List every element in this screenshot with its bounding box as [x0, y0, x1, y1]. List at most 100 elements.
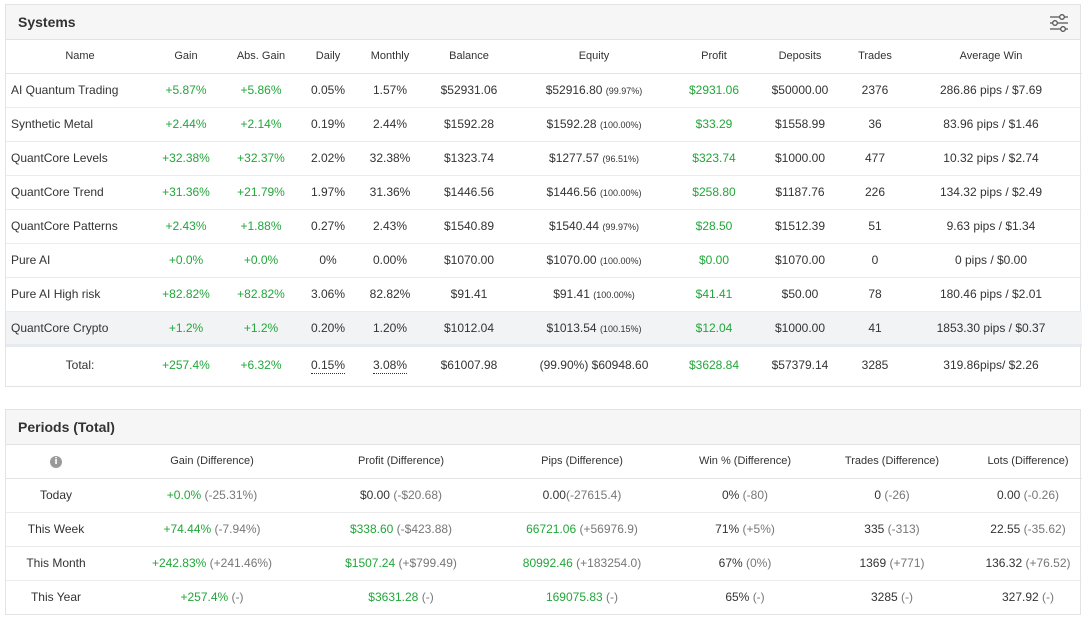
col-header[interactable]: Trades: [850, 40, 900, 74]
systems-total-row: Total: +257.4% +6.32% 0.15% 3.08% $61007…: [6, 343, 1082, 383]
system-name[interactable]: QuantCore Patterns: [6, 209, 154, 244]
balance-cell: $91.41: [428, 277, 510, 312]
avg-win-cell: 83.96 pips / $1.46: [900, 107, 1082, 142]
equity-cell: $1070.00 (100.00%): [510, 243, 678, 278]
total-trades: 3285: [850, 343, 900, 383]
system-name[interactable]: QuantCore Trend: [6, 175, 154, 210]
period-pips-cell: 66721.06 (+56976.9): [484, 512, 680, 547]
period-lots-value: 327.92: [1001, 590, 1039, 605]
period-pips-difference: (-27615.4): [565, 488, 622, 502]
systems-header: Systems: [6, 5, 1080, 40]
sliders-icon[interactable]: [1048, 12, 1070, 34]
deposits-cell: $1000.00: [750, 141, 850, 176]
profit-cell: $28.50: [678, 209, 750, 244]
daily-cell: 0.05%: [304, 73, 352, 108]
period-pips-difference: (+56976.9): [579, 522, 638, 536]
col-header[interactable]: Average Win: [900, 40, 1082, 74]
col-header: Gain (Difference): [106, 445, 318, 479]
gain-cell: +5.87%: [154, 73, 218, 108]
equity-percent: (99.97%): [602, 222, 639, 232]
balance-cell: $1012.04: [428, 311, 510, 346]
profit-cell: $41.41: [678, 277, 750, 312]
table-row[interactable]: QuantCore Trend +31.36% +21.79% 1.97% 31.36%…: [6, 175, 1082, 210]
info-cell: i: [6, 445, 106, 479]
period-pips-difference: (-): [606, 590, 619, 605]
deposits-cell: $50.00: [750, 277, 850, 312]
equity-cell: $1013.54 (100.15%): [510, 311, 678, 346]
table-row[interactable]: QuantCore Patterns +2.43% +1.88% 0.27% 2.43%…: [6, 209, 1082, 244]
period-profit-difference: (+$799.49): [398, 556, 457, 570]
col-header[interactable]: Abs. Gain: [218, 40, 304, 74]
table-row[interactable]: QuantCore Levels +32.38% +32.37% 2.02% 32.38…: [6, 141, 1082, 176]
col-header: Pips (Difference): [484, 445, 680, 479]
system-name[interactable]: AI Quantum Trading: [6, 73, 154, 108]
col-header: Profit (Difference): [318, 445, 484, 479]
period-trades-cell: 1369 (+771): [810, 546, 974, 581]
table-row[interactable]: Pure AI +0.0% +0.0% 0% 0.00% $1070.00 $1070.00…: [6, 243, 1082, 278]
period-profit-value: $1507.24: [345, 556, 396, 570]
period-lots-value: 136.32: [985, 556, 1023, 570]
table-row[interactable]: AI Quantum Trading +5.87% +5.86% 0.05% 1.57%…: [6, 73, 1082, 108]
period-profit-value: $3631.28: [368, 590, 419, 605]
trades-cell: 2376: [850, 73, 900, 108]
system-name[interactable]: QuantCore Crypto: [6, 311, 154, 346]
daily-cell: 3.06%: [304, 277, 352, 312]
col-header[interactable]: Monthly: [352, 40, 428, 74]
daily-cell: 1.97%: [304, 175, 352, 210]
equity-percent: (100.00%): [593, 290, 635, 300]
total-label: Total:: [6, 343, 154, 383]
table-row[interactable]: Synthetic Metal +2.44% +2.14% 0.19% 2.44% $15…: [6, 107, 1082, 142]
col-header[interactable]: Deposits: [750, 40, 850, 74]
col-header[interactable]: Name: [6, 40, 154, 74]
system-name[interactable]: QuantCore Levels: [6, 141, 154, 176]
period-profit-cell: $1507.24 (+$799.49): [318, 546, 484, 581]
gain-cell: +2.43%: [154, 209, 218, 244]
daily-cell: 2.02%: [304, 141, 352, 176]
gain-cell: +0.0%: [154, 243, 218, 278]
balance-cell: $1540.89: [428, 209, 510, 244]
table-row[interactable]: Pure AI High risk +82.82% +82.82% 3.06% 82.8…: [6, 277, 1082, 312]
equity-value: $1540.44: [549, 219, 600, 233]
trades-cell: 51: [850, 209, 900, 244]
col-header[interactable]: Profit: [678, 40, 750, 74]
systems-table: Name Gain Abs. Gain Daily Monthly Balanc…: [6, 40, 1082, 383]
system-name[interactable]: Pure AI High risk: [6, 277, 154, 312]
period-trades-difference: (-313): [887, 522, 920, 536]
abs-gain-cell: +1.88%: [218, 209, 304, 244]
total-daily-cell: 0.15%: [304, 343, 352, 383]
profit-cell: $258.80: [678, 175, 750, 210]
monthly-cell: 32.38%: [352, 141, 428, 176]
period-trades-value: 1369: [859, 556, 887, 570]
equity-percent: (100.00%): [599, 256, 642, 266]
period-lots-difference: (+76.52): [1025, 556, 1071, 570]
periods-header-row: i Gain (Difference) Profit (Difference) …: [6, 445, 1082, 479]
equity-value: $1013.54: [546, 320, 597, 335]
period-pips-value: 66721.06: [526, 522, 577, 536]
period-gain-difference: (+241.46%): [209, 556, 273, 570]
daily-cell: 0.27%: [304, 209, 352, 244]
period-gain-cell: +242.83% (+241.46%): [106, 546, 318, 581]
system-name[interactable]: Pure AI: [6, 243, 154, 278]
col-header[interactable]: Equity: [510, 40, 678, 74]
avg-win-cell: 1853.30 pips / $0.37: [900, 311, 1082, 346]
col-header[interactable]: Daily: [304, 40, 352, 74]
col-header[interactable]: Gain: [154, 40, 218, 74]
monthly-cell: 1.20%: [352, 311, 428, 346]
col-header[interactable]: Balance: [428, 40, 510, 74]
period-win-difference: (0%): [746, 556, 772, 570]
period-trades-cell: 335 (-313): [810, 512, 974, 547]
period-pips-cell: 0.00(-27615.4): [484, 478, 680, 513]
trades-cell: 78: [850, 277, 900, 312]
col-header: Lots (Difference): [974, 445, 1082, 479]
total-monthly[interactable]: 3.08%: [372, 357, 408, 374]
period-win-difference: (+5%): [742, 522, 775, 536]
system-name[interactable]: Synthetic Metal: [6, 107, 154, 142]
table-row[interactable]: QuantCore Crypto +1.2% +1.2% 0.20% 1.20% $101…: [6, 311, 1082, 346]
period-win-difference: (-): [752, 590, 765, 605]
systems-panel: Systems Name Gain Abs. Gain Daily Monthl…: [5, 4, 1082, 387]
total-daily[interactable]: 0.15%: [310, 357, 346, 374]
total-deposits: $57379.14: [750, 343, 850, 383]
equity-cell: $52916.80 (99.97%): [510, 73, 678, 108]
info-icon[interactable]: i: [50, 455, 62, 468]
period-gain-cell: +0.0% (-25.31%): [106, 478, 318, 513]
